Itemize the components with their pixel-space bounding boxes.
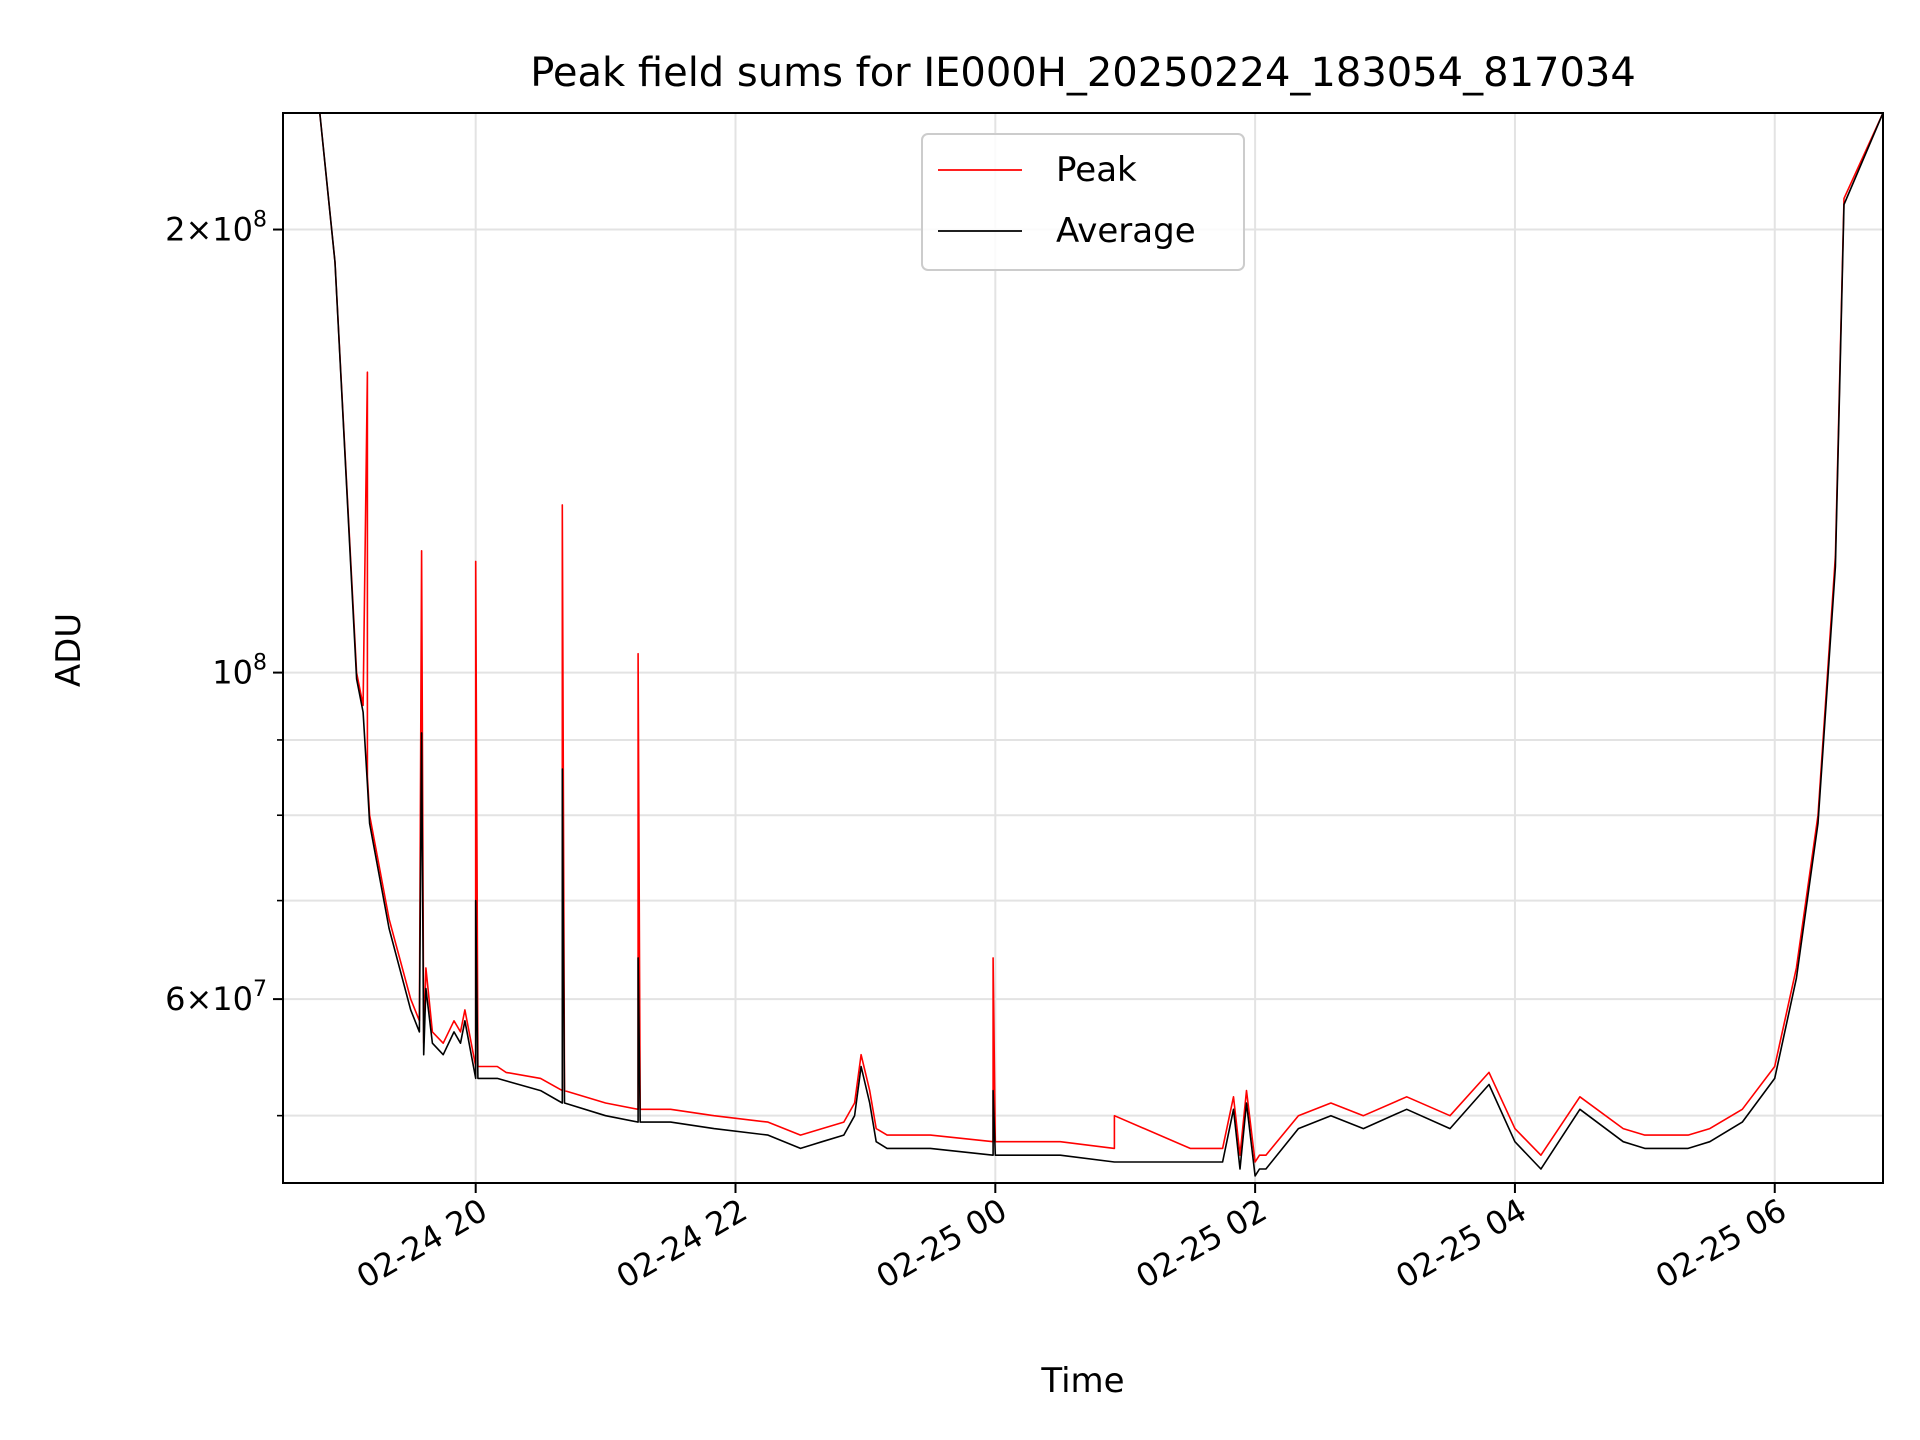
plot-frame [282, 112, 1884, 1184]
y-tick-label: 6×107 [165, 977, 267, 1018]
legend: Peak Average [921, 133, 1245, 271]
x-axis-label: Time [1040, 1361, 1124, 1401]
y-axis-label: ADU [49, 613, 89, 687]
legend-box [921, 133, 1245, 271]
grid-lines [283, 113, 1883, 1183]
series-line-average [283, 113, 1883, 1177]
chart-title: Peak field sums for IE000H_20250224_1830… [530, 50, 1636, 96]
y-tick-label: 108 [212, 651, 267, 692]
y-tick-label: 2×108 [165, 208, 267, 249]
legend-average-label: Average [1056, 211, 1196, 251]
legend-peak-label: Peak [1056, 150, 1137, 190]
series-line-peak [283, 113, 1883, 1163]
plot-series [283, 113, 1883, 1177]
